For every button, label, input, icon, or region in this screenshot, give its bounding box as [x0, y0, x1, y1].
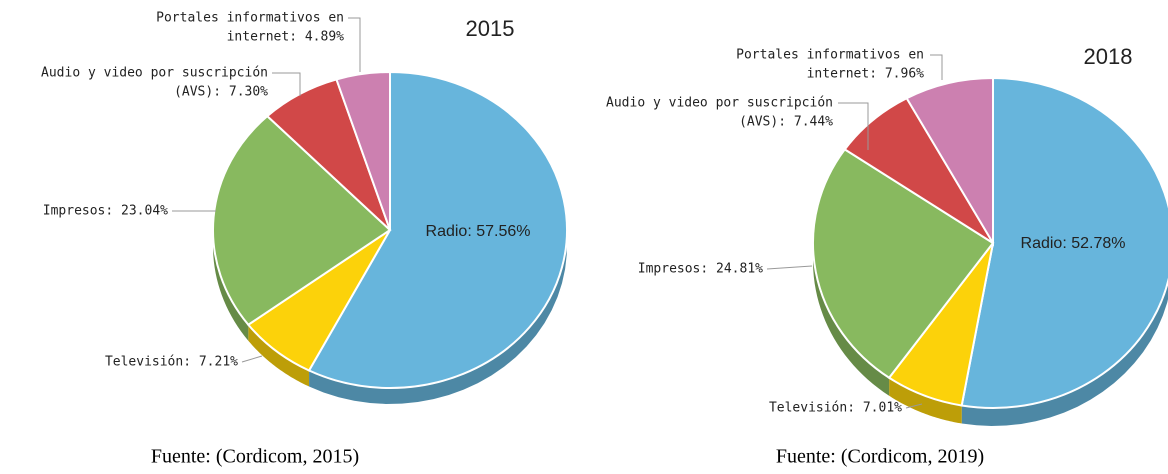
slice — [212, 114, 392, 327]
chart-title: 2015 — [466, 16, 515, 41]
leader-line — [838, 102, 869, 150]
source-caption: Fuente: (Cordicom, 2019) — [776, 446, 984, 468]
data-label: Portales informativos en — [736, 48, 924, 63]
slice-side — [248, 324, 310, 387]
leader-line — [930, 54, 943, 80]
data-label: internet: 7.96% — [807, 67, 925, 82]
slice — [905, 76, 994, 247]
data-label: internet: 4.89% — [227, 30, 345, 45]
data-label: Audio y video por suscripción — [41, 66, 268, 81]
data-label: Audio y video por suscripción — [606, 96, 833, 111]
data-label: Impresos: 23.04% — [43, 204, 168, 219]
pie-chart: Radio: 52.78% Televisión: 7.01% Impresos: … — [606, 44, 1168, 468]
pie-chart: Radio: 57.56% Televisión: 7.21% Impresos: … — [41, 11, 568, 468]
leader-line — [766, 265, 813, 270]
data-label: Portales informativos en — [156, 11, 344, 26]
leader-line — [905, 403, 923, 409]
data-label: (AVS): 7.44% — [739, 115, 833, 130]
slice — [307, 70, 568, 389]
data-label: (AVS): 7.30% — [174, 85, 268, 100]
slice-side — [813, 149, 890, 396]
chart-title: 2018 — [1084, 44, 1133, 69]
data-label: Televisión: 7.01% — [769, 401, 902, 416]
slice — [335, 70, 391, 231]
slice — [812, 148, 995, 380]
slice — [960, 76, 1168, 409]
leader-line — [272, 72, 301, 96]
data-label: Radio: 57.56% — [426, 223, 531, 240]
data-label: Televisión: 7.21% — [105, 355, 238, 370]
leader-line — [348, 17, 361, 72]
data-label: Radio: 52.78% — [1021, 235, 1126, 252]
leader-line — [241, 355, 263, 363]
source-caption: Fuente: (Cordicom, 2015) — [151, 446, 359, 468]
data-label: Impresos: 24.81% — [638, 262, 763, 277]
